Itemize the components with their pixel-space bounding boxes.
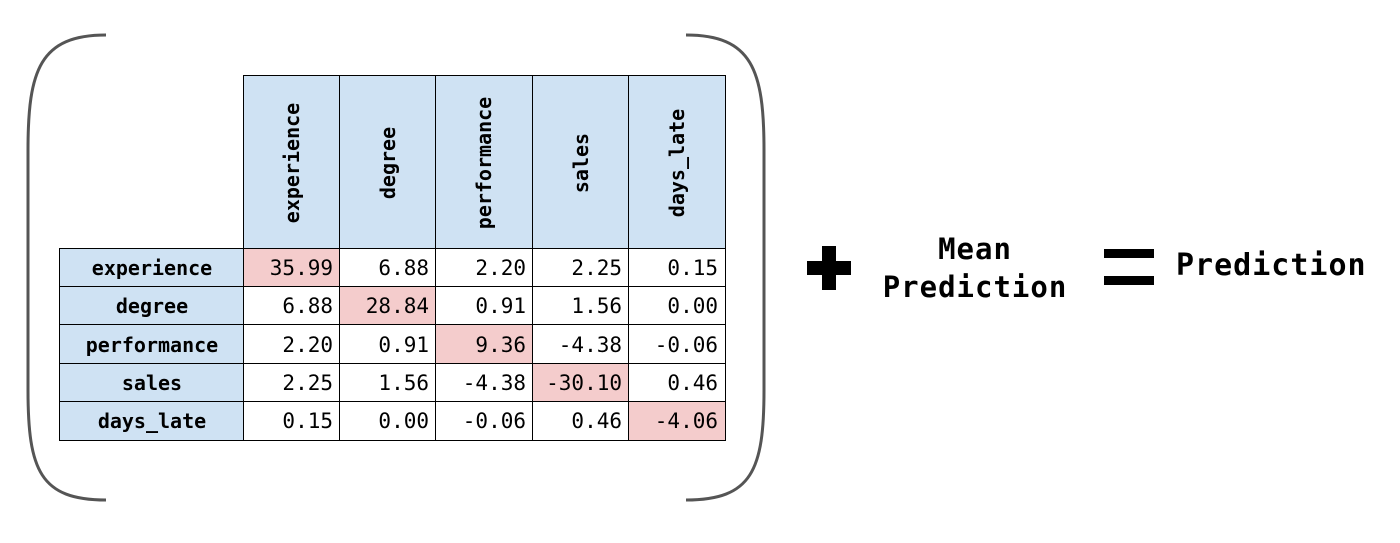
left-bracket <box>26 33 107 502</box>
matrix-cell: 2.20 <box>243 324 341 365</box>
matrix-cell: -30.10 <box>532 363 630 403</box>
row-header-days-late: days_late <box>59 401 245 441</box>
matrix-cell: 2.20 <box>435 248 534 288</box>
prediction-word: Prediction <box>882 270 1068 304</box>
row-header-degree: degree <box>59 286 245 326</box>
matrix-cell: 0.15 <box>628 248 726 288</box>
matrix-cell: 6.88 <box>243 286 341 326</box>
mean-prediction-label: Mean Prediction <box>860 230 1090 306</box>
matrix-cell: 0.46 <box>532 401 630 441</box>
matrix-cell: 0.00 <box>628 286 726 326</box>
col-header-days-late: days_late <box>628 75 726 250</box>
mean-word: Mean <box>938 232 1012 266</box>
matrix-cell: 1.56 <box>339 363 437 403</box>
matrix-cell: -4.06 <box>628 401 726 441</box>
matrix-cell: 6.88 <box>339 248 437 288</box>
matrix-cell: 0.91 <box>339 324 437 365</box>
matrix-cell: -0.06 <box>628 324 726 365</box>
col-header-label: performance <box>472 96 497 229</box>
matrix-cell: 28.84 <box>339 286 437 326</box>
col-header-label: sales <box>569 132 593 193</box>
matrix-cell: 0.46 <box>628 363 726 403</box>
matrix-cell: -0.06 <box>435 401 534 441</box>
matrix-cell: 0.00 <box>339 401 437 441</box>
matrix-cell: 0.15 <box>243 401 341 441</box>
matrix-cell: 0.91 <box>435 286 534 326</box>
col-header-label: degree <box>376 126 400 199</box>
matrix-cell: 1.56 <box>532 286 630 326</box>
prediction-result-label: Prediction <box>1176 248 1367 283</box>
col-header-label: days_late <box>665 108 689 217</box>
matrix-cell: -4.38 <box>435 363 534 403</box>
row-header-sales: sales <box>59 363 245 403</box>
col-header-performance: performance <box>435 75 534 250</box>
row-header-performance: performance <box>59 324 245 365</box>
col-header-experience: experience <box>243 75 341 250</box>
matrix-cell: 35.99 <box>243 248 341 288</box>
matrix-cell: -4.38 <box>532 324 630 365</box>
right-bracket <box>685 33 766 502</box>
col-header-sales: sales <box>532 75 630 250</box>
col-header-label: experience <box>280 102 305 223</box>
matrix-cell: 9.36 <box>435 324 534 365</box>
matrix-cell: 2.25 <box>532 248 630 288</box>
row-header-experience: experience <box>59 248 245 288</box>
col-header-degree: degree <box>339 75 437 250</box>
matrix-cell: 2.25 <box>243 363 341 403</box>
